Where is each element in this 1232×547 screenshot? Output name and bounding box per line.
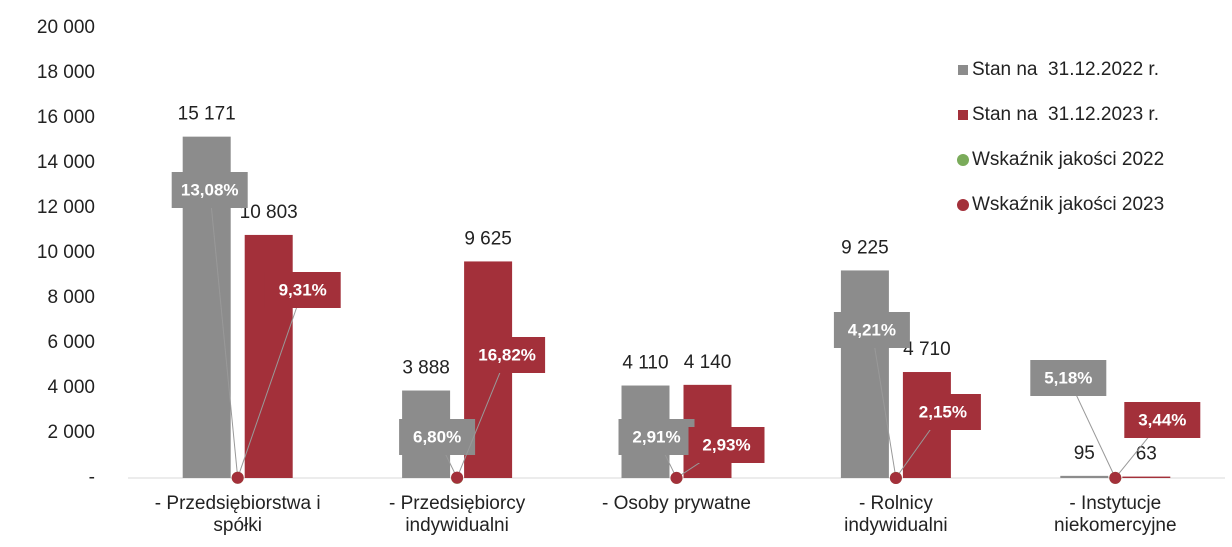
marker xyxy=(1109,471,1122,484)
bar xyxy=(1122,476,1171,478)
bar xyxy=(244,234,293,478)
y-tick-label: 16 000 xyxy=(37,107,95,128)
y-tick-label: 18 000 xyxy=(37,62,95,83)
legend-label: Stan na 31.12.2022 r. xyxy=(972,59,1159,80)
y-tick-label: 14 000 xyxy=(37,152,95,173)
marker xyxy=(889,471,902,484)
legend-label: Wskaźnik jakości 2022 xyxy=(972,149,1164,170)
legend-marker xyxy=(958,65,968,75)
data-label: 13,08% xyxy=(181,180,239,199)
marker xyxy=(231,471,244,484)
label-box xyxy=(833,312,910,348)
label-box xyxy=(618,419,695,455)
data-label: 15 171 xyxy=(178,104,236,125)
marker xyxy=(451,471,464,484)
x-tick-label: - Osoby prywatne xyxy=(602,493,751,514)
data-label: 2,15% xyxy=(919,402,967,421)
data-label: 4 710 xyxy=(903,339,951,360)
x-tick-label: - Przedsiębiorcy indywidualni xyxy=(388,493,526,536)
label-box xyxy=(904,394,981,430)
data-label: 4 110 xyxy=(622,353,668,374)
y-tick-label: 12 000 xyxy=(37,197,95,218)
data-label: 2,91% xyxy=(632,427,680,446)
legend-marker xyxy=(958,110,968,120)
label-box xyxy=(399,419,476,455)
x-tick-label: - Instytucje niekomercyjne xyxy=(1054,493,1177,536)
data-label: 9,31% xyxy=(279,280,327,299)
legend-label: Stan na 31.12.2023 r. xyxy=(972,104,1159,125)
legend-label: Wskaźnik jakości 2023 xyxy=(972,194,1164,215)
leader-line xyxy=(456,354,508,478)
y-tick-label: 10 000 xyxy=(37,242,95,263)
bar xyxy=(840,270,889,478)
label-box xyxy=(1124,402,1201,438)
leader-line xyxy=(209,189,239,478)
data-label: 9 225 xyxy=(841,237,889,258)
data-label: 10 803 xyxy=(240,202,298,223)
leader-line xyxy=(871,329,897,478)
data-label: 16,82% xyxy=(478,345,536,364)
leader-line xyxy=(237,289,304,478)
legend-marker xyxy=(957,154,969,166)
data-label: 6,80% xyxy=(413,427,461,446)
data-label: 3 888 xyxy=(402,358,450,379)
y-tick-label: - xyxy=(89,467,95,488)
label-box xyxy=(171,172,248,208)
y-tick-label: 2 000 xyxy=(47,422,95,443)
legend-marker xyxy=(957,199,969,211)
data-label: 4 140 xyxy=(684,352,732,373)
y-tick-label: 4 000 xyxy=(47,377,95,398)
label-box xyxy=(1030,360,1107,396)
label-box xyxy=(469,337,546,373)
data-label: 63 xyxy=(1136,444,1157,465)
bar xyxy=(1060,475,1109,478)
data-label: 95 xyxy=(1074,443,1095,464)
data-label: 9 625 xyxy=(464,228,512,249)
x-tick-label: - Rolnicy indywidualni xyxy=(844,493,948,536)
label-box xyxy=(264,272,341,308)
y-tick-label: 20 000 xyxy=(37,17,95,38)
data-label: 3,44% xyxy=(1138,410,1186,429)
x-tick-label: - Przedsiębiorstwa i spółki xyxy=(154,493,321,536)
data-label: 4,21% xyxy=(848,320,896,339)
marker xyxy=(670,471,683,484)
data-label: 2,93% xyxy=(702,435,750,454)
y-tick-label: 6 000 xyxy=(47,332,95,353)
data-label: 5,18% xyxy=(1044,368,1092,387)
label-box xyxy=(688,427,765,463)
y-tick-label: 8 000 xyxy=(47,287,95,308)
